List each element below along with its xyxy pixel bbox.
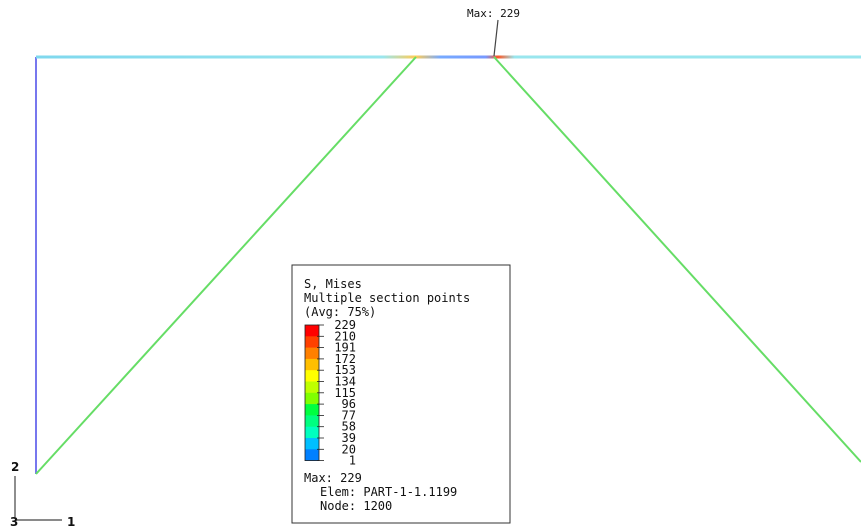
triad-label-3: 3: [10, 515, 18, 527]
legend-frame: [291, 264, 511, 524]
coordinate-triad: 2 3 1: [10, 460, 75, 527]
right-diagonal-member: [493, 56, 861, 463]
legend-max-value: Max: 229: [304, 471, 362, 485]
legend-tick-label: 58: [342, 420, 356, 434]
legend-tick-label: 210: [334, 329, 356, 343]
legend-color-band: [305, 370, 319, 382]
legend-color-band: [305, 347, 319, 360]
legend-color-band: [305, 449, 319, 461]
legend-max-node: Node: 1200: [320, 499, 392, 513]
max-leader-line: [493, 19, 499, 57]
max-marker-label: Max: 229: [467, 7, 520, 20]
legend-color-band: [305, 438, 319, 450]
legend-color-band: [305, 426, 319, 439]
legend-tick-label: 115: [334, 386, 356, 400]
triad-label-2: 2: [11, 460, 19, 474]
legend-color-band: [305, 415, 319, 428]
legend-title-variable: S, Mises: [304, 277, 362, 291]
legend-color-band: [305, 392, 319, 405]
legend-color-band: [305, 358, 319, 371]
legend-color-band: [305, 404, 319, 416]
legend-panel: S, Mises Multiple section points (Avg: 7…: [291, 264, 511, 524]
legend-title-section: Multiple section points: [304, 291, 470, 305]
triad-label-1: 1: [67, 515, 75, 527]
legend-color-band: [305, 325, 319, 337]
legend-tick-label: 153: [334, 363, 356, 377]
legend-color-band: [305, 381, 319, 394]
legend-title-averaging: (Avg: 75%): [304, 305, 376, 319]
legend-tick-label: 39: [342, 431, 356, 445]
legend-max-element: Elem: PART-1-1.1199: [320, 485, 457, 499]
legend-color-band: [305, 336, 319, 348]
legend-tick-label: 134: [334, 375, 356, 389]
left-diagonal-member: [35, 56, 417, 475]
legend-tick-label: 191: [334, 341, 356, 355]
legend-tick-label: 229: [334, 318, 356, 332]
legend-tick-label: 77: [342, 408, 356, 422]
legend-tick-label: 20: [342, 442, 356, 456]
legend-tick-label: 96: [342, 397, 356, 411]
legend-tick-label: 1: [349, 454, 356, 468]
legend-tick-label: 172: [334, 352, 356, 366]
